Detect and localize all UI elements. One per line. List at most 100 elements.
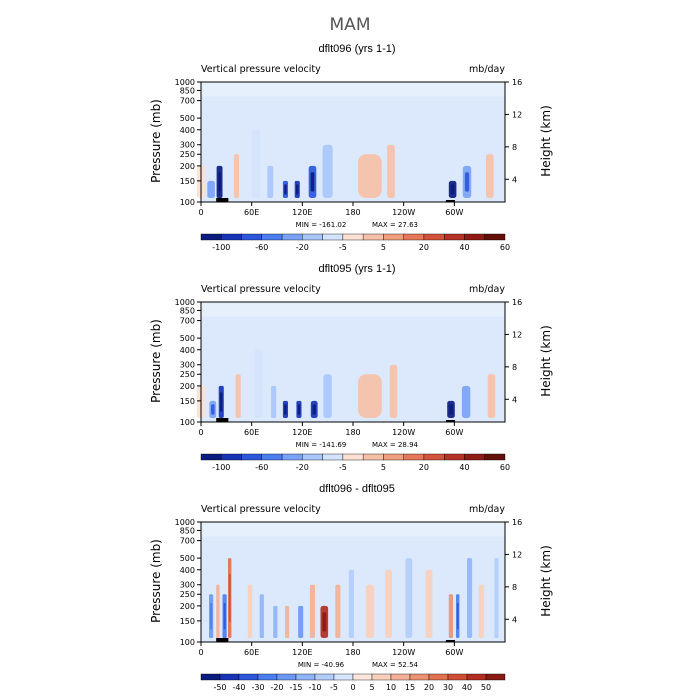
panel-1-left-label: Vertical pressure velocity [201, 64, 321, 75]
panel-2-colorbar-labels: -100 -60 -20 -5 5 20 40 60 [212, 463, 510, 472]
colorbar-swatch [295, 673, 316, 681]
panel-1-pressure-tick-250: 250 [180, 150, 195, 159]
panel-2-upper-band [201, 302, 505, 317]
field-cell [486, 154, 494, 198]
colorbar-swatch [444, 233, 465, 241]
panel-1: dflt096 (yrs 1-1) Vertical pressure velo… [149, 43, 553, 252]
colorbar-swatch [383, 453, 404, 461]
panel-3-height-tick-12: 12 [512, 550, 522, 559]
field-core [310, 172, 315, 192]
field-cell [235, 374, 241, 418]
panel-3-lon-tick-60e: 60E [244, 648, 259, 657]
panel-1-height-tick-16: 16 [512, 78, 522, 87]
colorbar-swatch [219, 673, 240, 681]
panel-3-colorbar-label: 50 [481, 683, 491, 692]
field-cell [216, 584, 220, 638]
field-cell [494, 558, 499, 638]
colorbar-swatch [276, 673, 297, 681]
field-cell [365, 584, 375, 638]
panel-1-colorbar-label: -20 [296, 243, 309, 252]
colorbar-swatch [342, 453, 364, 461]
colorbar-swatch [409, 673, 430, 681]
panel-2-colorbar-label: 40 [459, 463, 469, 472]
panel-2-pressure-tick-850: 850 [180, 306, 195, 315]
panel-2-colorbar-label: 20 [419, 463, 429, 472]
panel-1-colorbar-label: 60 [500, 243, 510, 252]
panel-2-units: mb/day [469, 284, 505, 295]
panel-3-colorbar-label: -10 [308, 683, 321, 692]
panel-3-lon-tick-120w: 120W [392, 648, 415, 657]
colorbar-swatch [447, 673, 468, 681]
panel-1-pressure-tick-500: 500 [180, 114, 195, 123]
panel-1-pressure-tick-1000: 1000 [175, 78, 195, 87]
panel-3-max: MAX = 52.54 [372, 661, 419, 669]
panel-3-colorbar-label: 5 [369, 683, 374, 692]
panel-1-colorbar-label: -60 [255, 243, 268, 252]
panel-2-height-tick-16: 16 [512, 298, 522, 307]
colorbar-swatch [238, 673, 259, 681]
panel-2-height-axis-label: Height (km) [539, 325, 553, 396]
panel-1-lon-tick-120w: 120W [392, 208, 415, 217]
colorbar-swatch [464, 233, 485, 241]
panel-3-units: mb/day [469, 504, 505, 515]
panel-2-pressure-tick-400: 400 [180, 346, 195, 355]
panel-1-height-tick-8: 8 [512, 143, 517, 152]
panel-3-topography-2 [445, 640, 456, 642]
panel-2-lon-tick-60w: 60W [445, 428, 463, 437]
colorbar-swatch [281, 233, 303, 241]
panel-1-pressure-tick-100: 100 [180, 198, 195, 207]
panel-3-colorbar-label: 20 [424, 683, 434, 692]
panel-3-colorbar-label: 40 [462, 683, 472, 692]
panel-1-max: MAX = 27.63 [372, 221, 418, 229]
panel-2-lon-tick-60e: 60E [244, 428, 259, 437]
panel-2-lon-tick-120e: 120E [292, 428, 312, 437]
colorbar-swatch [221, 453, 242, 461]
panel-2-background [201, 302, 505, 422]
panel-1-units: mb/day [469, 64, 505, 75]
field-cell [273, 605, 278, 638]
colorbar-swatch [390, 673, 411, 681]
panel-3-pressure-tick-150: 150 [180, 617, 195, 626]
field-core [210, 603, 213, 630]
panel-2-colorbar-label: -5 [339, 463, 347, 472]
panel-2-colorbar-label: -20 [296, 463, 309, 472]
field-cell [285, 605, 290, 638]
field-core [211, 404, 215, 415]
panel-3-lon-tick-60w: 60W [445, 648, 463, 657]
panel-1-lon-tick-120e: 120E [292, 208, 312, 217]
colorbar-swatch [403, 453, 425, 461]
panel-1-colorbar-label: -5 [339, 243, 347, 252]
panel-3-pressure-tick-250: 250 [180, 590, 195, 599]
panel-1-colorbar-label: 40 [459, 243, 469, 252]
field-cell [298, 605, 304, 638]
field-cell [387, 144, 395, 198]
panel-2-left-label: Vertical pressure velocity [201, 284, 321, 295]
field-cell [271, 385, 277, 418]
colorbar-swatch [428, 673, 449, 681]
panel-3-min: MIN = -40.96 [298, 661, 345, 669]
colorbar-swatch [241, 453, 262, 461]
panel-2-pressure-tick-700: 700 [180, 317, 195, 326]
field-cell [467, 558, 473, 638]
field-core [284, 404, 287, 415]
panel-1-lon-tick-60e: 60E [244, 208, 259, 217]
panel-3-colorbar-label: -5 [330, 683, 338, 692]
panel-1-pressure-tick-150: 150 [180, 177, 195, 186]
colorbar-swatch [314, 673, 335, 681]
colorbar-swatch [423, 453, 445, 461]
panel-1-colorbar-label: 20 [419, 243, 429, 252]
panel-2-colorbar-label: 60 [500, 463, 510, 472]
panel-2-min: MIN = -141.69 [296, 441, 347, 449]
panel-1-lon-tick-0: 0 [198, 208, 203, 217]
figure-title: MAM [330, 15, 371, 35]
field-cell [247, 584, 253, 638]
panel-3-height-tick-8: 8 [512, 583, 517, 592]
colorbar-swatch [281, 453, 303, 461]
colorbar-swatch [322, 453, 344, 461]
panel-2-pressure-tick-500: 500 [180, 334, 195, 343]
field-cell [461, 385, 471, 418]
panel-2-pressure-tick-300: 300 [180, 361, 195, 370]
field-core [449, 404, 453, 415]
panel-3-colorbar-label: 10 [386, 683, 396, 692]
panel-1-colorbar [200, 233, 506, 241]
